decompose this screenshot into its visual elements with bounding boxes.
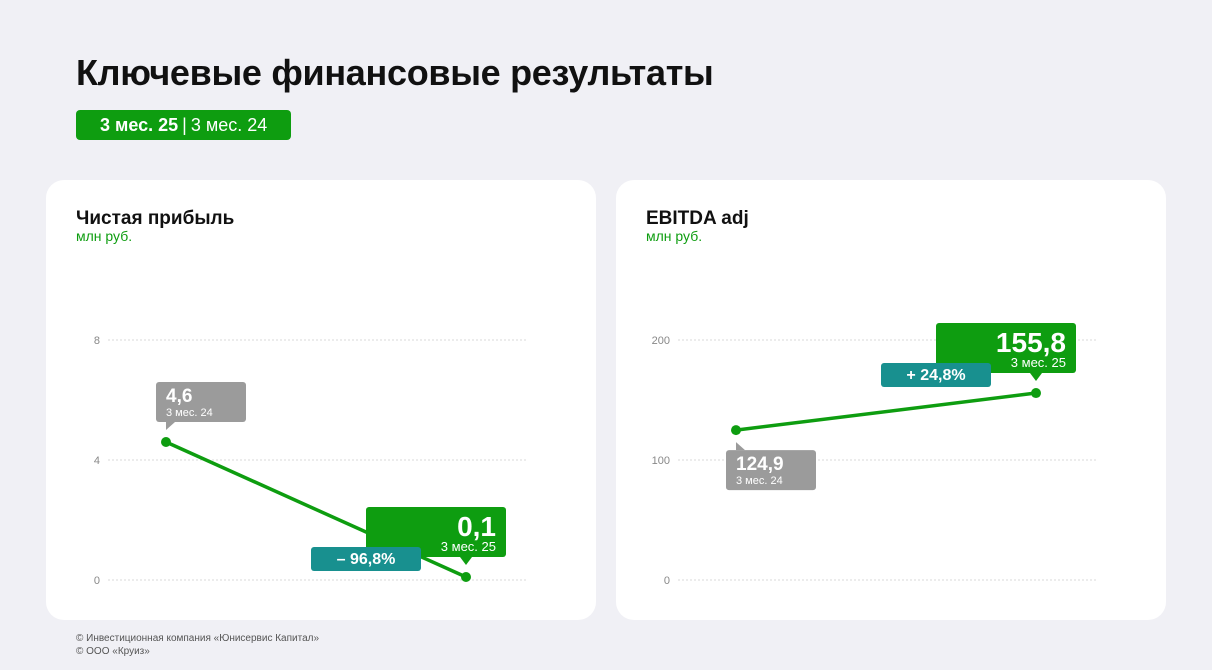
footer: © Инвестиционная компания «Юнисервис Кап… [76,632,319,658]
change-badge [311,547,421,571]
chart-card-net-profit: Чистая прибыль млн руб. 0 4 8 4,6 3 мес. 24 0… [46,180,596,620]
callout-previous [726,450,816,491]
y-tick-label: 0 [94,575,100,587]
period-label: 3 мес. 24 [736,475,783,487]
change-badge [881,363,991,388]
y-tick-label: 100 [652,455,670,467]
chart-card-ebitda: EBITDA adj млн руб. 0 100 200 124,9 3 мес. 2… [616,180,1166,620]
data-point [731,425,741,436]
y-tick-label: 0 [664,575,670,587]
chart-title: Чистая прибыль [76,208,235,229]
callout-pointer [166,422,175,430]
change-label: – 96,8% [337,551,396,568]
footer-copyright-1: © Инвестиционная компания «Юнисервис Кап… [76,633,320,644]
data-point [1031,388,1041,399]
value-label: 4,6 [166,386,192,407]
net-profit-chart: 0 4 8 4,63 мес. 24 0,13 мес. 25 – 96,8% [94,335,528,587]
period-separator: | [182,114,187,135]
y-tick-label: 8 [94,335,100,347]
period-current: 3 мес. 25 [100,114,179,135]
y-tick-label: 200 [652,335,670,347]
footer-copyright-2: © ООО «Круиз» [76,646,150,657]
chart-unit: млн руб. [76,228,133,244]
callout-current [936,323,1076,374]
value-label: 0,1 [457,511,496,542]
period-label: 3 мес. 25 [1011,355,1066,370]
period-previous: 3 мес. 24 [190,114,268,135]
ebitda-chart: 0 100 200 124,93 мес. 24 155,83 мес. 25 + 24,… [652,323,1098,587]
callout-pointer [1030,373,1042,382]
change-label: + 24,8% [906,367,965,384]
series-line [734,391,1038,432]
period-badge: 3 мес. 25 | 3 мес. 24 [76,110,292,140]
callout-current [366,507,506,557]
period-label: 3 мес. 25 [441,539,496,554]
callout-previous [156,382,246,422]
value-label: 124,9 [736,454,784,475]
page-title: Ключевые финансовые результаты [76,52,714,93]
period-label: 3 мес. 24 [166,407,213,419]
callout-pointer [736,442,745,451]
chart-title: EBITDA adj [646,208,749,229]
data-point [461,572,471,582]
data-point [161,437,171,447]
chart-unit: млн руб. [646,228,703,244]
value-label: 155,8 [996,327,1066,358]
y-tick-label: 4 [94,455,100,467]
callout-pointer [460,557,472,565]
